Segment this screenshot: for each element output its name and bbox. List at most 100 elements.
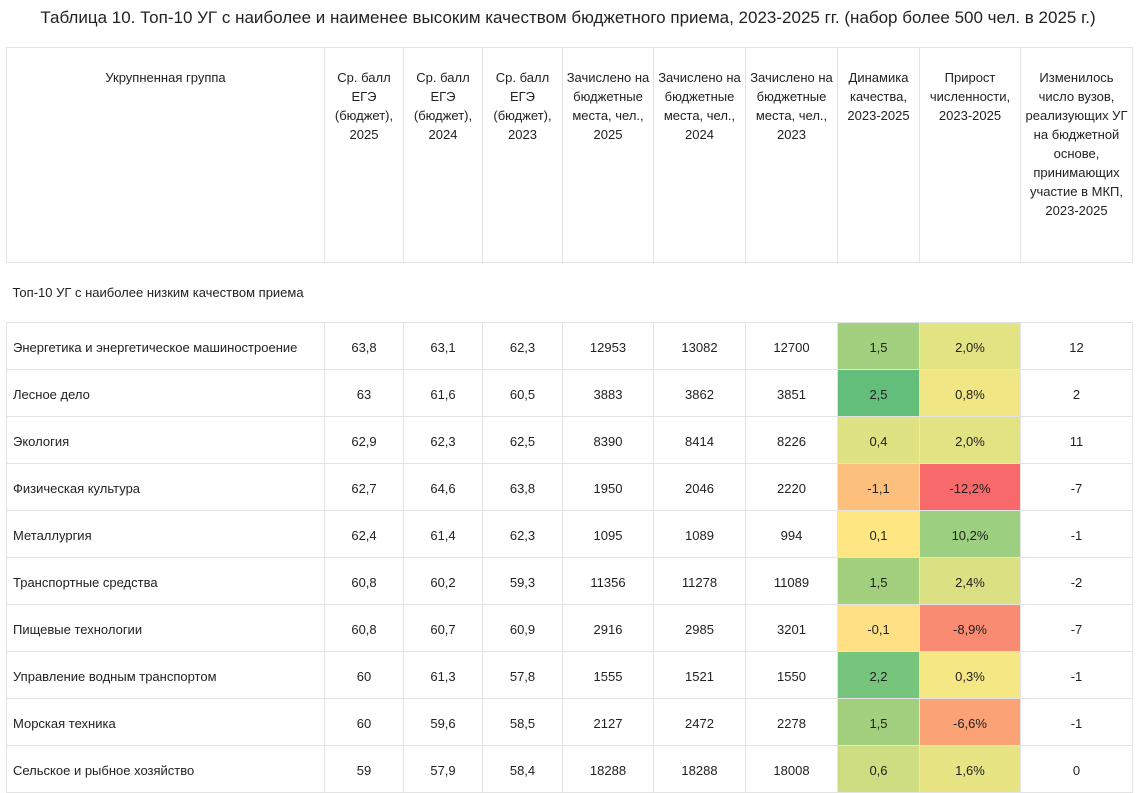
- table-cell: 2916: [562, 604, 654, 652]
- table-cell: 60,8: [324, 604, 404, 652]
- table-cell: 3201: [745, 604, 838, 652]
- table-cell: 1,5: [837, 698, 920, 746]
- row-name-cell: Морская техника: [6, 698, 325, 746]
- column-header: Зачислено на бюджетные места, чел., 2025: [562, 47, 654, 263]
- row-name-cell: Физическая культура: [6, 463, 325, 511]
- column-header: Прирост численности, 2023-2025: [919, 47, 1021, 263]
- table-cell: 3851: [745, 369, 838, 417]
- table-cell: 57,9: [403, 745, 483, 793]
- table-cell: 12953: [562, 322, 654, 370]
- table-cell: 11278: [653, 557, 746, 605]
- table-cell: 0,1: [837, 510, 920, 558]
- table-cell: 61,4: [403, 510, 483, 558]
- column-header: Изменилось число вузов, реализующих УГ н…: [1020, 47, 1133, 263]
- table-cell: 60,8: [324, 557, 404, 605]
- table-row: Управление водным транспортом 60 61,3 57,8 1…: [6, 651, 1133, 699]
- table-cell: 11356: [562, 557, 654, 605]
- header-row: Укрупненная группа Ср. балл ЕГЭ (бюджет),…: [6, 47, 1133, 263]
- column-header: Ср. балл ЕГЭ (бюджет), 2025: [324, 47, 404, 263]
- column-header: Зачислено на бюджетные места, чел., 2023: [745, 47, 838, 263]
- table-cell: 2,4%: [919, 557, 1021, 605]
- table-cell: -7: [1020, 463, 1133, 511]
- table-cell: 60: [324, 651, 404, 699]
- table-cell: 62,3: [482, 510, 563, 558]
- table-row: Физическая культура 62,7 64,6 63,8 1950 2046 2…: [6, 463, 1133, 511]
- table-cell: 57,8: [482, 651, 563, 699]
- row-name-cell: Экология: [6, 416, 325, 464]
- table-cell: 2220: [745, 463, 838, 511]
- table-cell: -1: [1020, 698, 1133, 746]
- table-cell: 60,2: [403, 557, 483, 605]
- table-row: Пищевые технологии 60,8 60,7 60,9 2916 2985 32…: [6, 604, 1133, 652]
- table-cell: 2,2: [837, 651, 920, 699]
- column-header: Зачислено на бюджетные места, чел., 2024: [653, 47, 746, 263]
- table-cell: 1,5: [837, 557, 920, 605]
- table-cell: -12,2%: [919, 463, 1021, 511]
- table-cell: 2278: [745, 698, 838, 746]
- row-name-cell: Пищевые технологии: [6, 604, 325, 652]
- table-title: Таблица 10. Топ-10 УГ с наиболее и наиме…: [40, 8, 1096, 27]
- table-cell: 0,8%: [919, 369, 1021, 417]
- table-row: Металлургия 62,4 61,4 62,3 1095 1089 994 0,1 10,…: [6, 510, 1133, 558]
- table-cell: 1095: [562, 510, 654, 558]
- table-row: Транспортные средства 60,8 60,2 59,3 11356 11…: [6, 557, 1133, 605]
- table-cell: 12700: [745, 322, 838, 370]
- table-cell: 2: [1020, 369, 1133, 417]
- table-cell: 2985: [653, 604, 746, 652]
- table-cell: -6,6%: [919, 698, 1021, 746]
- table-cell: 8226: [745, 416, 838, 464]
- table-cell: 62,5: [482, 416, 563, 464]
- table-cell: 59,6: [403, 698, 483, 746]
- table-cell: 13082: [653, 322, 746, 370]
- table-row: Энергетика и энергетическое машиностроен…: [6, 322, 1133, 370]
- table-cell: -0,1: [837, 604, 920, 652]
- table-cell: 0,4: [837, 416, 920, 464]
- table-cell: 59: [324, 745, 404, 793]
- table-cell: -1: [1020, 651, 1133, 699]
- table-cell: 60: [324, 698, 404, 746]
- table-cell: 2472: [653, 698, 746, 746]
- table-cell: 62,3: [403, 416, 483, 464]
- row-name-cell: Сельское и рыбное хозяйство: [6, 745, 325, 793]
- table-cell: -1,1: [837, 463, 920, 511]
- table-cell: 11: [1020, 416, 1133, 464]
- table-cell: 12: [1020, 322, 1133, 370]
- table-cell: 3883: [562, 369, 654, 417]
- table-row: Сельское и рыбное хозяйство 59 57,9 58,4 182…: [6, 745, 1133, 793]
- table-cell: 60,7: [403, 604, 483, 652]
- table-cell: 3862: [653, 369, 746, 417]
- column-header: Динамика качества, 2023-2025: [837, 47, 920, 263]
- table-cell: 2046: [653, 463, 746, 511]
- table-cell: 1550: [745, 651, 838, 699]
- table-cell: 63,1: [403, 322, 483, 370]
- section-label: Топ-10 УГ с наиболее низким качеством пр…: [6, 262, 1133, 323]
- section-row: Топ-10 УГ с наиболее низким качеством пр…: [6, 262, 1133, 323]
- table-cell: 10,2%: [919, 510, 1021, 558]
- table-cell: 1,5: [837, 322, 920, 370]
- table-cell: 0: [1020, 745, 1133, 793]
- row-name-cell: Управление водным транспортом: [6, 651, 325, 699]
- row-name-cell: Лесное дело: [6, 369, 325, 417]
- table-cell: 1555: [562, 651, 654, 699]
- table-cell: 0,6: [837, 745, 920, 793]
- table-cell: 2,0%: [919, 416, 1021, 464]
- table-cell: 8390: [562, 416, 654, 464]
- table-cell: 11089: [745, 557, 838, 605]
- table-cell: 63,8: [482, 463, 563, 511]
- row-name-cell: Металлургия: [6, 510, 325, 558]
- table-cell: 58,5: [482, 698, 563, 746]
- table-cell: 58,4: [482, 745, 563, 793]
- table-cell: 1521: [653, 651, 746, 699]
- table-cell: 63,8: [324, 322, 404, 370]
- table-cell: 1950: [562, 463, 654, 511]
- table-cell: 1,6%: [919, 745, 1021, 793]
- table-cell: 2,0%: [919, 322, 1021, 370]
- table-cell: 62,9: [324, 416, 404, 464]
- table-cell: 18008: [745, 745, 838, 793]
- table-cell: 63: [324, 369, 404, 417]
- column-header: Ср. балл ЕГЭ (бюджет), 2023: [482, 47, 563, 263]
- table-cell: 2,5: [837, 369, 920, 417]
- row-name-cell: Транспортные средства: [6, 557, 325, 605]
- table-cell: 8414: [653, 416, 746, 464]
- data-table: Укрупненная группа Ср. балл ЕГЭ (бюджет),…: [6, 47, 1133, 793]
